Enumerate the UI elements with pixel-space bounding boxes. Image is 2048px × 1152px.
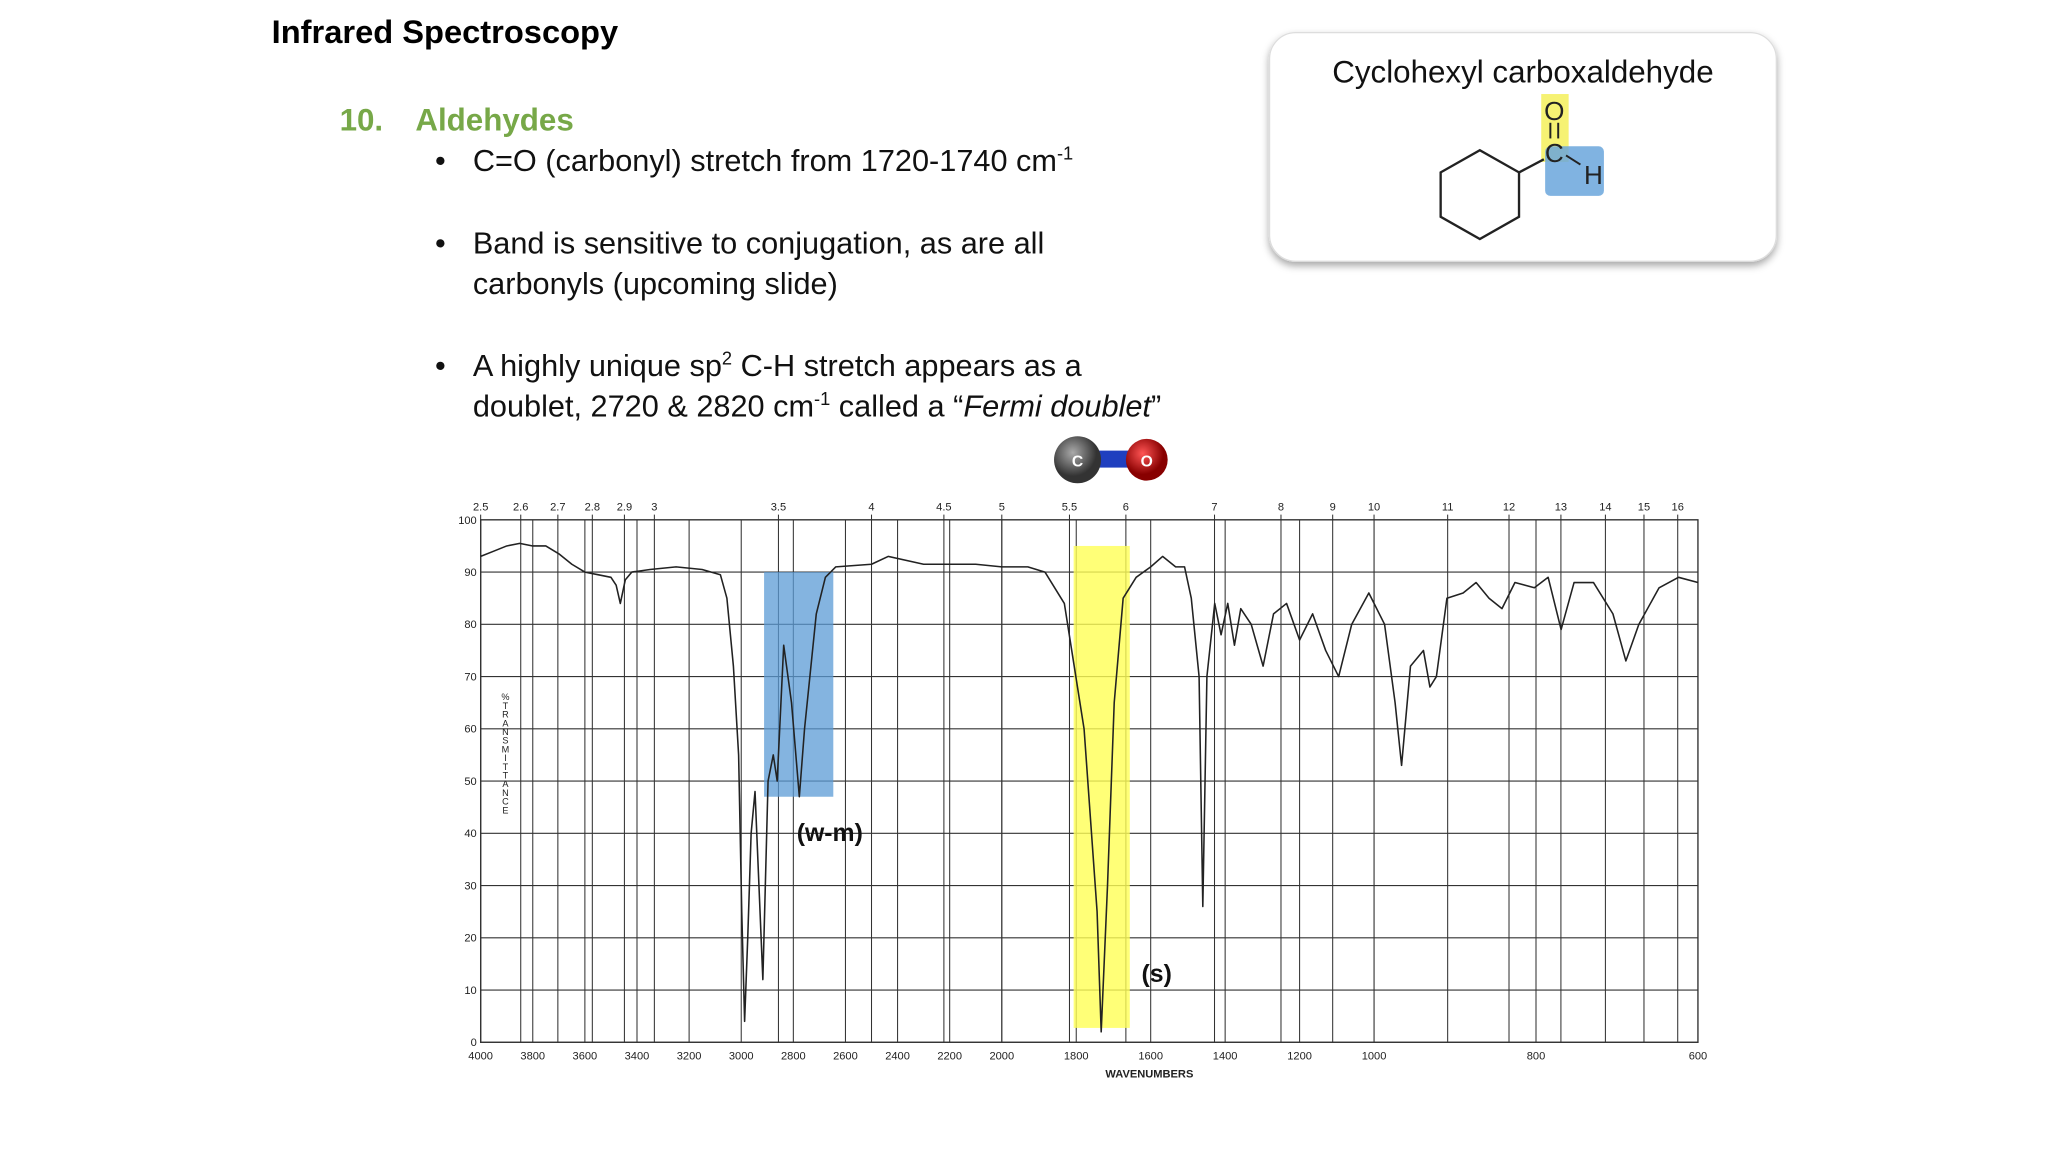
x2-tick-label: 2.6 [513,502,528,514]
x-tick-label: 1800 [1064,1050,1089,1062]
y-tick-label: 40 [464,828,476,840]
atom-label: C [1072,453,1083,470]
annotation: (s) [1142,961,1172,988]
x-tick-label: 3200 [677,1050,702,1062]
y-tick-label: 30 [464,880,476,892]
x-tick-label: 600 [1689,1050,1708,1062]
y-tick-label: 60 [464,724,476,736]
ring [1439,148,1521,241]
x2-tick-label: 14 [1599,502,1611,514]
x-tick-label: 2200 [937,1050,962,1062]
x-tick-label: 1600 [1138,1050,1163,1062]
x2-tick-label: 3 [651,502,657,514]
atom: O [1544,96,1564,126]
molecule-box: Cyclohexyl carboxaldehyde O C H [1268,32,1777,262]
highlight [764,572,834,797]
section-title: Aldehydes [415,103,573,138]
x2-tick-label: 13 [1555,502,1567,514]
bullet-text: C=O (carbonyl) stretch from 1720-1740 cm… [473,142,1073,178]
atom: H [1584,160,1603,190]
x2-tick-label: 8 [1278,502,1284,514]
y-tick-label: 20 [464,933,476,945]
x-tick-label: 2600 [833,1050,858,1062]
y-tick-label: 10 [464,985,476,997]
bullet-text: doublet, 2720 & 2820 cm-1 called a “Ferm… [473,388,1161,424]
bond [1518,158,1545,174]
x2-tick-label: 9 [1330,502,1336,514]
x2-tick-label: 2.9 [617,502,632,514]
y-tick-label: 50 [464,776,476,788]
molecule-title: Cyclohexyl carboxaldehyde [1332,54,1713,89]
x-tick-label: 2800 [781,1050,806,1062]
x-tick-label: 3000 [729,1050,754,1062]
x2-tick-label: 7 [1211,502,1217,514]
x2-tick-label: 10 [1368,502,1380,514]
bullet: • [435,143,446,178]
atom: C [1545,138,1564,168]
x2-tick-label: 5.5 [1062,502,1077,514]
bullet: • [435,225,446,260]
bond [1090,450,1137,468]
atom [1054,436,1102,484]
box [1268,32,1777,262]
spectrum-line [480,542,1699,1033]
x-tick-label: 3800 [520,1050,545,1062]
bond [1565,154,1581,166]
text: called a “ [830,389,963,424]
text: C-H stretch appears as a [732,348,1083,383]
text: C=O (carbonyl) stretch from 1720-1740 cm [473,143,1057,178]
y-tick-label: 80 [464,619,476,631]
x2-tick-label: 6 [1123,502,1129,514]
bullet-text: carbonyls (upcoming slide) [473,266,838,301]
x2-tick-label: 2.7 [550,502,565,514]
x2-tick-label: 4 [868,502,874,514]
x2-tick-label: 15 [1638,502,1650,514]
text: doublet, 2720 & 2820 cm [473,389,814,424]
x-tick-label: 800 [1527,1050,1546,1062]
bullet-list: • C=O (carbonyl) stretch from 1720-1740 … [435,142,1161,423]
x-tick-label: 1200 [1287,1050,1312,1062]
x2-tick-label: 16 [1672,502,1684,514]
bullet: • [435,348,446,383]
x-tick-label: 3400 [625,1050,650,1062]
x-axis-label: WAVENUMBERS [1105,1069,1193,1081]
annotation: (w-m) [797,820,863,847]
x2-tick-label: 12 [1503,502,1515,514]
atom [1125,438,1168,481]
y-tick-label: 100 [458,515,477,527]
atom-label: O [1141,453,1153,470]
x2-tick-label: 5 [999,502,1005,514]
bullet-text: Band is sensitive to conjugation, as are… [473,225,1044,260]
x-tick-label: 1000 [1362,1050,1387,1062]
x-tick-label: 2400 [885,1050,910,1062]
y-tick-label: 90 [464,567,476,579]
text: A highly unique sp [473,348,722,383]
y-tick-label: 0 [471,1037,477,1049]
x2-tick-label: 11 [1442,502,1454,514]
superscript: 2 [722,347,732,368]
x2-tick-label: 2.5 [473,502,488,514]
y-tick-label: 70 [464,671,476,683]
slide-title: Infrared Spectroscopy [272,13,618,50]
x-tick-label: 3600 [573,1050,598,1062]
x2-tick-label: 2.8 [585,502,600,514]
section-number: 10. [340,103,384,138]
y-axis-label: %TRANSMITTANCE [500,692,510,814]
x2-tick-label: 3.5 [771,502,786,514]
x-tick-label: 4000 [468,1050,493,1062]
x2-tick-label: 4.5 [936,502,951,514]
text: Fermi doublet [963,389,1152,424]
x-tick-label: 2000 [989,1050,1014,1062]
co-icon: C O [1054,436,1168,484]
superscript: -1 [814,388,830,409]
bullet-text: A highly unique sp2 C-H stretch appears … [473,347,1083,383]
x-tick-label: 1400 [1213,1050,1238,1062]
text: ” [1151,389,1161,424]
highlight [1545,146,1604,196]
superscript: -1 [1057,142,1073,163]
